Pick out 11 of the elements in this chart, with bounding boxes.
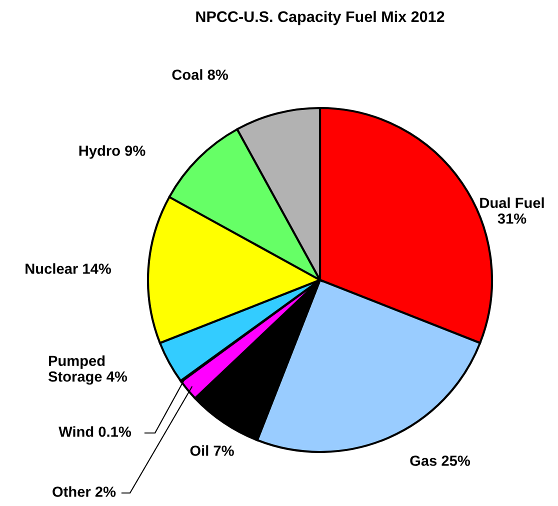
slice-label: Oil 7% [190,445,234,456]
slice-label: Nuclear 14% [26,263,111,274]
slice-label: Pumped Storage 4% [48,355,128,385]
slice-label: Hydro 9% [79,145,146,159]
slice-label: Dual Fuel [480,197,544,208]
data-label: 31% [498,213,526,224]
chart-title: NPCC-U.S. Capacity Fuel Mix 2012 [196,10,444,26]
slice-label: Other 2% [52,486,116,497]
slice-label: Coal 8% [172,69,228,80]
slice-label: Gas 25% [410,456,470,466]
slice-label: Wind 0.1% [58,426,132,437]
